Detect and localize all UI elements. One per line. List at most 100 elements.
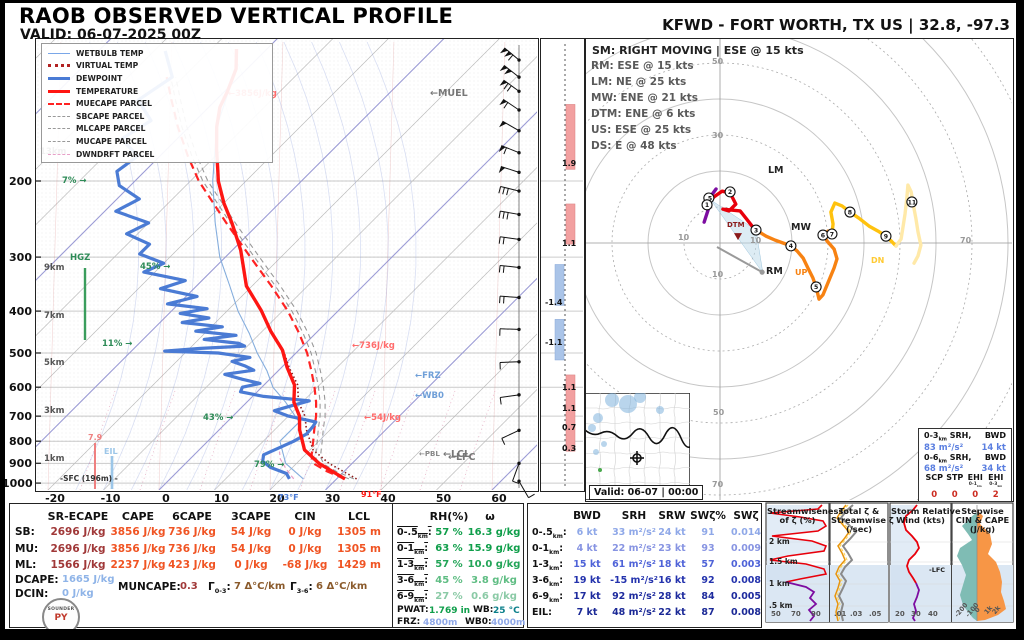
skewt-annotation: HGZ	[70, 253, 91, 263]
inset-xtick: .05	[869, 610, 882, 618]
kinematics-value: 23 kt	[658, 543, 686, 554]
thermo-row-label: SB:	[15, 526, 35, 538]
thermo-value: 1429 m	[337, 559, 381, 571]
legend-swatch	[48, 128, 70, 130]
kinematics-header: SWζ%	[690, 510, 726, 522]
skewt-annotation: ←PBL	[419, 450, 440, 458]
thermo-value: 54 J/kg	[230, 542, 272, 555]
total-vorticity-series	[837, 504, 858, 622]
hodo-ring-label: 50	[712, 57, 724, 66]
thermo-value: 0 J/kg	[288, 526, 322, 538]
hodo-height-marker	[880, 230, 892, 242]
hodo-height-marker	[906, 196, 918, 208]
kinematics-row-label: 3-6km:	[532, 575, 564, 588]
kinematics-value: 0.008	[730, 607, 762, 618]
hodo-point-label-up: UP	[795, 268, 808, 277]
legend-item: TEMPERATURE	[46, 85, 268, 98]
stepwise-cin-area	[957, 512, 977, 621]
omega-column	[540, 44, 583, 487]
pressure-tick-label: 600	[9, 381, 32, 395]
streamwiseness-series	[769, 504, 828, 583]
kinematics-row-label: 0-1km:	[532, 543, 564, 556]
legend-swatch	[48, 52, 70, 54]
srh-values: 83 m²/s² 14 kt	[924, 442, 1006, 453]
dcin-label: DCIN:	[15, 588, 49, 600]
height-label: 5km	[44, 358, 65, 368]
temp-tick-label: 50	[435, 492, 452, 505]
moisture-table: RH(%) ω 0-.5km: 57 % 16.3 g/kg 0-1km: 63 % 15.9…	[392, 503, 525, 628]
inset-xtick: 30	[911, 610, 921, 618]
legend-item: VIRTUAL TEMP	[46, 60, 268, 73]
skewt-annotation: 43% →	[203, 413, 234, 423]
storm-motion-line: RM: ESE @ 15 kts	[591, 60, 694, 72]
dwndrft-parcel-trace	[278, 451, 295, 480]
omega-value-label: 1.1	[562, 383, 577, 393]
skewt-annotation: ←LCL	[443, 449, 471, 460]
kinematics-table: BWD SRH SRW SWζ% SWζ 0-.5km: 6 kt 33 m²/s² 24 kt…	[527, 503, 762, 628]
page-title: RAOB OBSERVED VERTICAL PROFILE	[19, 4, 454, 28]
height-label: 3km	[44, 406, 65, 416]
thermo-row-label: MU:	[15, 542, 39, 555]
pressure-tick-label: 400	[9, 305, 32, 319]
hodo-point-label-dtm: DTM	[727, 221, 745, 229]
thermo-header: 6CAPE	[172, 510, 212, 523]
omega-value: 3.8 g/kg	[471, 575, 517, 586]
thermo-header: 3CAPE	[231, 510, 271, 523]
legend-swatch	[48, 140, 70, 142]
omega-value: 15.9 g/kg	[467, 543, 521, 554]
temp-tick-label: 40	[380, 492, 396, 505]
storm-motion-line: DTM: ENE @ 6 kts	[591, 108, 696, 120]
skewt-annotation: 7% →	[62, 176, 87, 186]
svg-text:9: 9	[884, 233, 888, 240]
thermo-value: 2696 J/kg	[50, 542, 106, 555]
thermo-value: 54 J/kg	[230, 526, 272, 538]
srh-values: 68 m²/s² 34 kt	[924, 464, 1006, 475]
legend-swatch	[48, 64, 70, 68]
kinematics-value: 84	[701, 591, 715, 602]
lapse03-value: 7 Δ°C/km	[234, 581, 286, 592]
hodo-height-marker	[810, 281, 822, 293]
legend-swatch	[48, 153, 70, 155]
thermo-value: 1305 m	[337, 542, 381, 555]
kinematics-value: 19 kt	[573, 575, 601, 586]
skewt-annotation: 7.9	[88, 433, 103, 442]
thermo-value: 2696 J/kg	[50, 526, 106, 538]
svg-text:3: 3	[754, 227, 758, 234]
logo-text-top: SOUNDER	[47, 607, 75, 612]
inset-xtick: 50	[771, 610, 781, 618]
kinematics-value: 93	[701, 543, 715, 554]
rh-value: 57 %	[435, 527, 463, 538]
lfc-annotation: -LFC	[929, 566, 946, 574]
skewt-level-markers	[83, 268, 114, 489]
inset-xtick: 40	[928, 610, 938, 618]
kinematics-value: 92	[701, 575, 715, 586]
thermo-header: LCL	[347, 510, 371, 523]
storm-motion-line: MW: ENE @ 21 kts	[591, 92, 699, 104]
skewt-annotation: ←54J/kg	[364, 413, 401, 423]
rh-value: 63 %	[435, 543, 463, 554]
svg-text:8: 8	[848, 209, 852, 216]
thermo-header: CIN	[294, 510, 316, 523]
kinematics-value: 92 m²/s²	[612, 591, 656, 602]
height-label: 9km	[44, 263, 65, 273]
temp-tick-label: 60	[491, 492, 507, 505]
kinematics-row-label: EIL:	[532, 607, 552, 618]
pwat-value: 1.769 in	[429, 606, 471, 616]
temp-tick-label: 0	[162, 492, 170, 505]
hodo-ring-label: 10	[712, 270, 724, 279]
legend-item: SBCAPE PARCEL	[46, 110, 268, 123]
omega-value-label: 1.1	[562, 238, 577, 248]
valid-time-label: VALID: 06-07-2025 00Z	[20, 27, 202, 43]
temp-tick-label: 20	[269, 492, 285, 505]
skewt-annotation: ←WB0	[415, 391, 444, 401]
thermo-row-label: ML:	[15, 559, 37, 571]
svg-text:6: 6	[821, 232, 825, 239]
kinematics-value: 48 m²/s²	[612, 607, 656, 618]
muncape-value: 0.3	[180, 581, 198, 592]
sounderpy-logo: SOUNDER PY	[42, 598, 80, 636]
hodo-height-marker	[826, 228, 838, 240]
skewt-legend: WETBULB TEMP VIRTUAL TEMP DEWPOINT TEMPERAT…	[41, 43, 273, 164]
kinematics-value: 22 kt	[658, 607, 686, 618]
